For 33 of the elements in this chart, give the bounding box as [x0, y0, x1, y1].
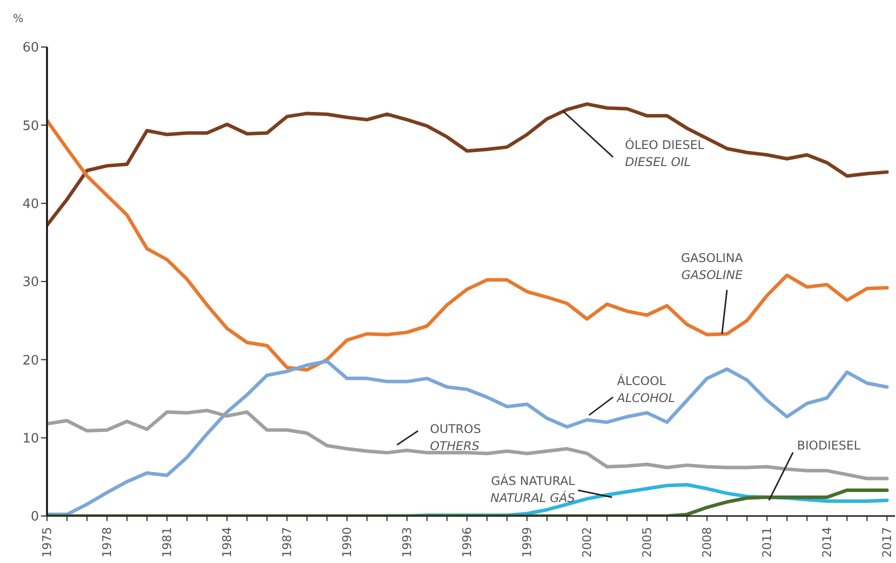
x-tick-label: 2005 [640, 527, 654, 558]
line-series [47, 359, 889, 516]
y-tick-label: 50 [22, 118, 39, 134]
y-tick-label: 0 [30, 510, 39, 525]
y-tick-label: 30 [22, 275, 39, 290]
x-tick-label: 1984 [220, 527, 234, 558]
y-tick-label: 60 [22, 40, 39, 56]
x-tick-label: 2014 [820, 527, 834, 558]
annotation: BIODIESEL [797, 438, 861, 452]
x-tick-label: 2017 [880, 527, 894, 558]
x-tick-label: 2011 [760, 527, 774, 558]
line-series [47, 102, 889, 227]
annotation: ÓLEO DIESEL DIESEL OIL [625, 137, 705, 170]
x-tick-label: 2002 [580, 527, 594, 558]
annotation: ÁLCOOL ALCOHOL [616, 373, 675, 406]
x-tick-label: 1981 [160, 527, 174, 558]
line-series [47, 488, 889, 516]
x-tick-label: 1990 [340, 527, 354, 558]
x-tick-label: 1999 [520, 527, 534, 558]
x-tick-label: 1978 [100, 527, 114, 558]
x-tick-label: 1996 [460, 527, 474, 558]
x-tick-label: 1993 [400, 527, 414, 558]
x-tick-label: 2008 [700, 527, 714, 558]
annotation: OUTROS OTHERS [430, 422, 481, 453]
line-series [47, 118, 889, 372]
annotation: GASOLINA GASOLINE [681, 250, 744, 282]
annotation: GÁS NATURAL NATURAL GÁS [490, 473, 576, 506]
y-axis-title: % [13, 12, 24, 25]
x-tick-label: 1975 [40, 527, 54, 558]
y-tick-label: 40 [22, 196, 39, 212]
y-tick-label: 10 [22, 431, 39, 446]
y-tick-label: 20 [22, 353, 39, 368]
x-tick-label: 1987 [280, 527, 294, 558]
